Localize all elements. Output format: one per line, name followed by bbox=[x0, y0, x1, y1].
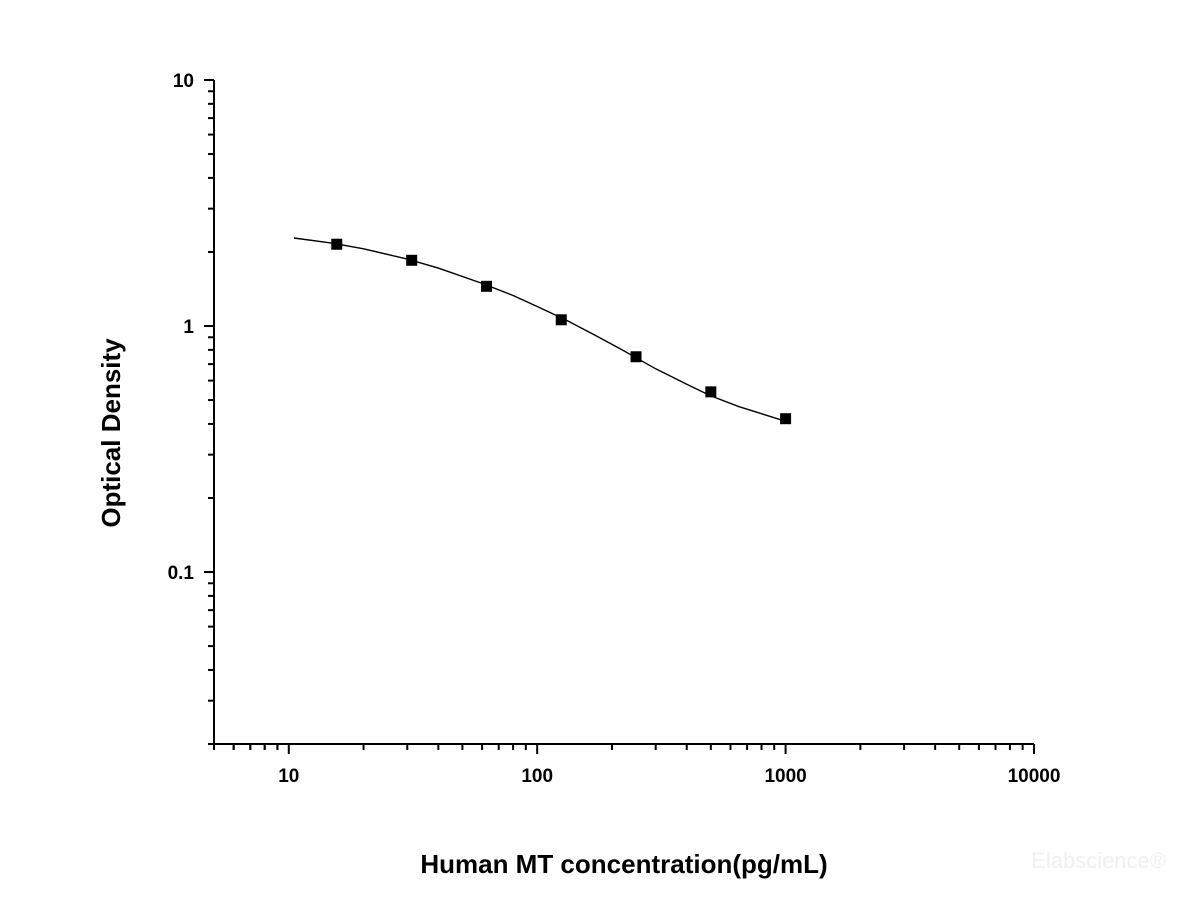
watermark: Elabscience® bbox=[1031, 848, 1166, 873]
y-tick-label: 0.1 bbox=[168, 563, 195, 584]
data-point bbox=[406, 254, 418, 266]
axes bbox=[204, 79, 1035, 754]
x-tick-label: 10 bbox=[278, 766, 299, 787]
tick-labels: 10 100 1000 10000 0.1 1 10 bbox=[168, 71, 1061, 787]
x-tick-label: 10000 bbox=[1008, 766, 1061, 787]
data-point bbox=[630, 351, 642, 363]
y-tick-label: 1 bbox=[183, 317, 194, 338]
y-tick-label: 10 bbox=[173, 71, 194, 92]
data-point bbox=[780, 413, 792, 425]
x-axis-title: Human MT concentration(pg/mL) bbox=[420, 849, 827, 879]
data-point bbox=[480, 280, 492, 292]
x-tick-label: 1000 bbox=[764, 766, 806, 787]
y-axis-title: Optical Density bbox=[96, 338, 126, 528]
data-point bbox=[331, 238, 343, 250]
x-tick-label: 100 bbox=[521, 766, 553, 787]
data-point bbox=[555, 314, 567, 326]
data-points bbox=[331, 238, 792, 425]
data-point bbox=[705, 386, 717, 398]
